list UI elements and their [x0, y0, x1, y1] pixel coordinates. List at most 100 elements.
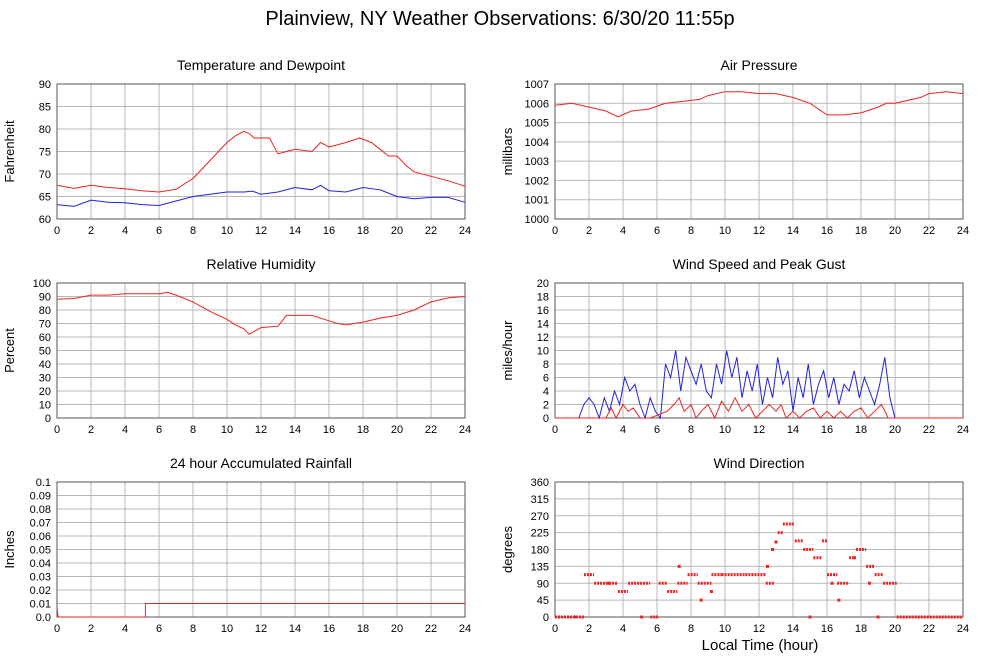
x-tick-label: 6 [156, 424, 162, 436]
chart-title: Temperature and Dewpoint [177, 57, 345, 73]
x-tick-label: 8 [688, 424, 694, 436]
direction-point [677, 564, 681, 568]
x-tick-label: 24 [459, 424, 471, 436]
x-tick-label: 22 [923, 225, 935, 237]
x-tick-label: 24 [459, 623, 471, 635]
y-tick-label: 0.07 [30, 518, 51, 530]
y-tick-label: 270 [531, 511, 549, 523]
x-tick-label: 6 [156, 225, 162, 237]
x-tick-label: 4 [620, 623, 626, 635]
y-tick-label: 90 [537, 578, 549, 590]
x-tick-label: 10 [221, 424, 233, 436]
y-tick-label: 1001 [525, 195, 549, 207]
x-tick-label: 8 [190, 623, 196, 635]
y-tick-label: 4 [543, 386, 549, 398]
chart-title: Air Pressure [720, 57, 797, 73]
series-line-red [56, 130, 466, 193]
x-tick-label: 10 [719, 225, 731, 237]
y-tick-label: 8 [543, 359, 549, 371]
x-tick-label: 0 [54, 225, 60, 237]
x-tick-label: 8 [688, 225, 694, 237]
y-tick-label: 0 [45, 413, 51, 425]
page-title: Plainview, NY Weather Observations: 6/30… [265, 8, 735, 30]
x-tick-label: 4 [620, 225, 626, 237]
chart-title: Wind Direction [713, 455, 804, 471]
y-tick-label: 6 [543, 373, 549, 385]
y-tick-label: 65 [39, 192, 51, 204]
x-tick-label: 8 [688, 623, 694, 635]
x-tick-label: 6 [654, 225, 660, 237]
chart-title: Wind Speed and Peak Gust [673, 256, 846, 272]
y-tick-label: 360 [531, 477, 549, 489]
x-tick-label: 10 [719, 623, 731, 635]
plot-frame [56, 83, 466, 220]
x-tick-label: 2 [88, 623, 94, 635]
series-line-red [554, 91, 964, 118]
y-tick-label: 1006 [525, 98, 549, 110]
x-tick-label: 24 [957, 424, 969, 436]
y-axis-label: miles/hour [500, 320, 515, 381]
x-tick-label: 10 [221, 225, 233, 237]
x-tick-label: 16 [821, 623, 833, 635]
x-tick-label: 14 [787, 424, 799, 436]
x-tick-label: 4 [122, 225, 128, 237]
x-tick-label: 0 [552, 225, 558, 237]
y-axis-label: millibars [500, 127, 515, 175]
x-tick-label: 10 [221, 623, 233, 635]
x-tick-label: 4 [122, 623, 128, 635]
y-tick-label: 0 [543, 413, 549, 425]
chart-title: Relative Humidity [207, 256, 316, 272]
y-tick-label: 1005 [525, 118, 549, 130]
y-axis-label: degrees [500, 526, 515, 573]
x-tick-label: 24 [957, 623, 969, 635]
x-tick-label: 12 [753, 623, 765, 635]
direction-point [607, 581, 611, 585]
y-tick-label: 40 [39, 359, 51, 371]
x-tick-label: 12 [255, 623, 267, 635]
y-tick-label: 10 [39, 400, 51, 412]
y-tick-label: 20 [39, 386, 51, 398]
x-tick-label: 16 [323, 225, 335, 237]
y-tick-label: 18 [537, 292, 549, 304]
x-tick-label: 18 [357, 424, 369, 436]
x-tick-label: 20 [391, 424, 403, 436]
y-tick-label: 0.08 [30, 504, 51, 516]
y-tick-label: 80 [39, 124, 51, 136]
x-tick-label: 20 [391, 225, 403, 237]
y-axis-label: Inches [2, 530, 17, 569]
plot-frame [554, 481, 964, 618]
y-tick-label: 0.06 [30, 531, 51, 543]
direction-point [876, 615, 880, 619]
chart-title: 24 hour Accumulated Rainfall [170, 455, 352, 471]
x-tick-label: 14 [289, 225, 301, 237]
x-tick-label: 18 [855, 424, 867, 436]
plot-frame [554, 83, 964, 220]
y-axis-label: Percent [2, 328, 17, 373]
y-tick-label: 12 [537, 332, 549, 344]
y-tick-label: 0 [543, 612, 549, 624]
y-tick-label: 1007 [525, 79, 549, 91]
x-tick-label: 2 [88, 424, 94, 436]
x-tick-label: 18 [855, 225, 867, 237]
y-tick-label: 80 [39, 305, 51, 317]
y-tick-label: 180 [531, 545, 549, 557]
x-tick-label: 20 [889, 424, 901, 436]
y-tick-label: 0.1 [36, 477, 51, 489]
x-tick-label: 6 [654, 623, 660, 635]
x-tick-label: 14 [787, 623, 799, 635]
x-tick-label: 2 [586, 225, 592, 237]
series-line-red [56, 291, 466, 335]
series-line-red [555, 396, 963, 420]
x-tick-label: 22 [425, 225, 437, 237]
y-tick-label: 225 [531, 528, 549, 540]
y-tick-label: 14 [537, 319, 549, 331]
y-tick-label: 0.04 [30, 558, 51, 570]
x-tick-label: 16 [323, 424, 335, 436]
y-tick-label: 60 [39, 332, 51, 344]
y-tick-label: 85 [39, 102, 51, 114]
x-tick-label: 24 [459, 225, 471, 237]
y-tick-label: 0.03 [30, 572, 51, 584]
